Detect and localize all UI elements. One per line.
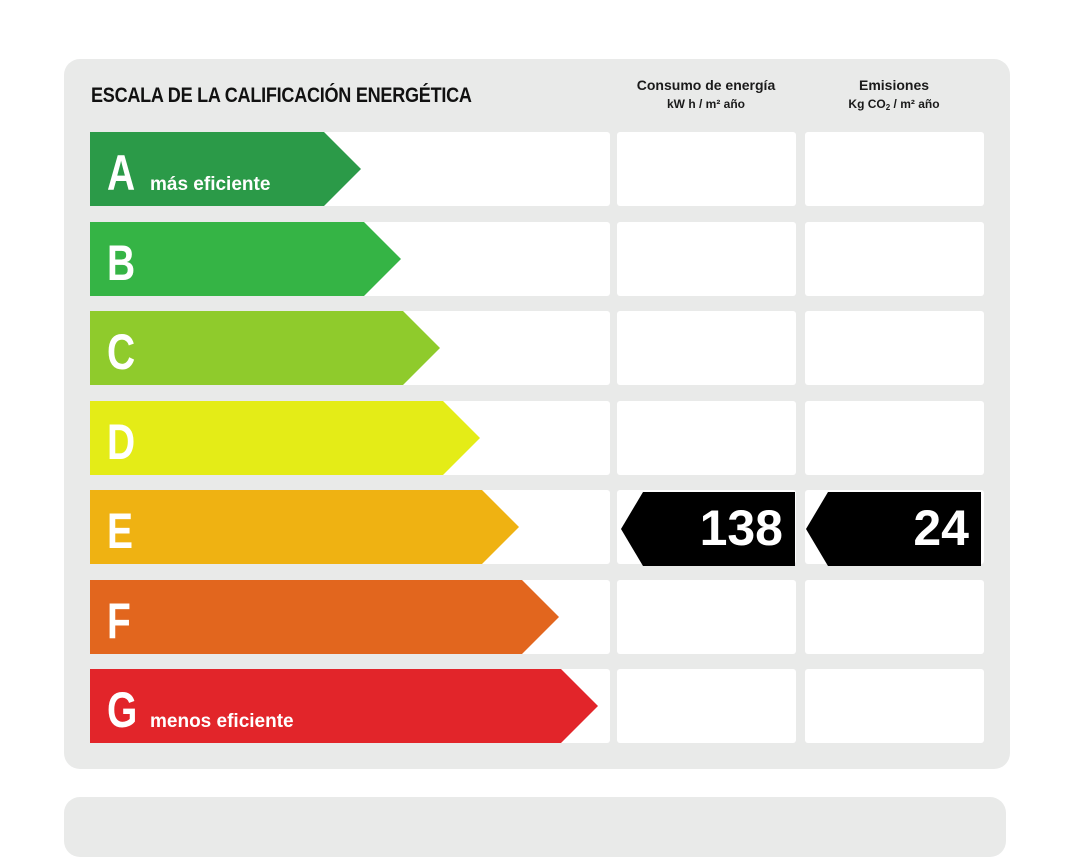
rating-e-arrow [90,490,519,564]
rating-c-energy-cell [617,311,796,385]
rating-a-sublabel: más eficiente [150,174,271,195]
rating-f-letter: F [107,593,131,649]
energy-value: 138 [699,500,783,556]
emissions-column-header: Emisiones Kg CO2 / m² año [804,76,984,117]
secondary-panel [64,797,1006,857]
rating-g-energy-cell [617,669,796,743]
energy-column-header: Consumo de energía kW h / m² año [616,76,796,114]
rating-d-arrow [90,401,480,475]
emissions-value: 24 [913,500,969,556]
rating-a-energy-cell [617,132,796,206]
rating-g-sublabel: menos eficiente [150,711,294,732]
rating-f-energy-cell [617,580,796,654]
rating-a-letter: A [107,145,136,201]
rating-g-letter: G [107,682,138,738]
emissions-column-unit: Kg CO2 / m² año [848,97,940,112]
rating-c-emissions-cell [805,311,984,385]
rating-a-arrow [90,132,361,206]
rating-f-emissions-cell [805,580,984,654]
rating-b-emissions-cell [805,222,984,296]
energy-value-marker [621,492,795,566]
panel-title: ESCALA DE LA CALIFICACIÓN ENERGÉTICA [91,84,472,107]
rating-e-letter: E [107,503,134,559]
rating-d-emissions-cell [805,401,984,475]
rating-d-energy-cell [617,401,796,475]
rating-b-energy-cell [617,222,796,296]
rating-b-letter: B [107,235,136,291]
rating-b-arrow [90,222,401,296]
rating-c-arrow [90,311,440,385]
emissions-value-marker [806,492,981,566]
energy-column-label: Consumo de energía [636,77,776,93]
rating-c-letter: C [107,324,136,380]
energy-column-unit: kW h / m² año [667,97,745,111]
rating-f-arrow [90,580,559,654]
rating-a-emissions-cell [805,132,984,206]
emissions-column-label: Emisiones [858,77,930,93]
rating-g-arrow [90,669,598,743]
rating-g-emissions-cell [805,669,984,743]
rating-d-letter: D [107,414,136,470]
